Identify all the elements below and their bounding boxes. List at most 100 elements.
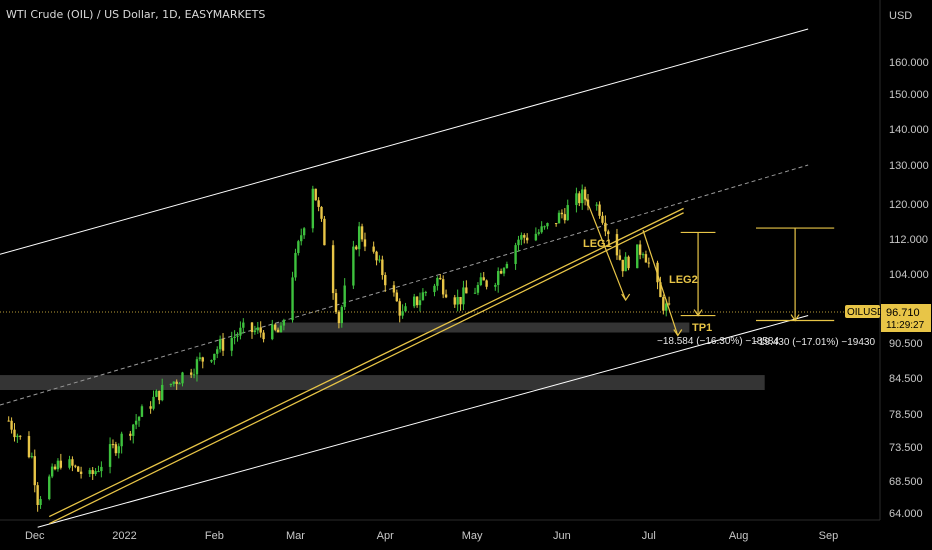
candle	[641, 252, 645, 259]
candle	[340, 305, 343, 328]
candle	[566, 199, 569, 221]
candle	[476, 282, 480, 296]
candle	[381, 255, 384, 280]
candle	[74, 464, 77, 469]
measure2-head	[790, 314, 800, 322]
candle-body	[340, 306, 343, 324]
candle	[27, 431, 31, 459]
price-axis-ticks: 160.000 150.000 140.000 130.000 120.000 112.0…	[889, 57, 929, 520]
candle-body	[375, 251, 378, 261]
candle	[360, 223, 364, 242]
candle	[494, 282, 497, 291]
candle-body	[271, 324, 274, 340]
candle	[88, 467, 91, 478]
candle-body	[53, 466, 57, 470]
candle-body	[563, 214, 567, 221]
price-tick-label: 64.000	[889, 508, 923, 520]
candle-body	[239, 327, 242, 336]
candle-body	[117, 446, 120, 454]
candle-body	[424, 292, 427, 294]
candle-body	[302, 228, 306, 236]
symbol-price-tag[interactable]: OILUSD 96.710 11:29:27	[845, 304, 931, 332]
candle	[439, 273, 442, 280]
candle-body	[363, 239, 367, 247]
candle	[505, 261, 509, 269]
candle-body	[615, 234, 619, 256]
channel-mid-line[interactable]	[0, 164, 809, 406]
candle	[343, 278, 346, 310]
candle	[56, 458, 60, 472]
candle	[331, 240, 335, 300]
candle	[134, 414, 138, 430]
candle	[314, 188, 317, 201]
candle	[210, 359, 213, 364]
candle-body	[433, 285, 436, 293]
candle-body	[297, 241, 300, 253]
candle-body	[213, 353, 216, 361]
price-scale-panel[interactable]	[880, 0, 932, 550]
candle	[595, 202, 598, 211]
candle	[68, 455, 71, 470]
candle-body	[485, 280, 488, 287]
candle-body	[68, 459, 71, 468]
candle	[221, 333, 225, 356]
measure1-head	[693, 309, 703, 317]
candle	[39, 496, 42, 509]
leg2-label: LEG2	[669, 274, 698, 286]
candle	[355, 245, 358, 251]
candle	[172, 381, 175, 387]
candle-body	[155, 390, 158, 397]
candle-body	[575, 193, 578, 206]
support-line[interactable]	[48, 212, 684, 525]
candle-body	[195, 359, 199, 375]
candle	[462, 280, 465, 311]
candle-body	[16, 435, 19, 438]
candle	[178, 382, 181, 385]
candle	[352, 240, 355, 290]
candle-body	[152, 396, 155, 409]
candle	[236, 332, 239, 342]
candle-body	[201, 357, 204, 362]
candle-body	[497, 271, 500, 285]
leg2-arrow-head	[673, 329, 683, 337]
price-tick-label: 160.000	[889, 57, 929, 69]
candle-body	[355, 246, 358, 250]
candle-body	[262, 332, 265, 340]
candle-body	[276, 329, 280, 333]
candle-body	[638, 244, 642, 255]
candle	[404, 302, 407, 312]
candle-body	[502, 268, 506, 274]
candle-body	[581, 189, 584, 204]
candle-body	[462, 287, 465, 305]
candle	[181, 371, 184, 387]
candle	[233, 330, 236, 345]
trend-lines[interactable]	[0, 28, 880, 528]
candle-body	[644, 254, 648, 263]
candle-body	[392, 285, 396, 293]
candle	[607, 229, 610, 242]
support-line[interactable]	[48, 207, 684, 518]
candle	[563, 208, 567, 224]
candle-body	[158, 390, 161, 401]
candle-body	[360, 226, 364, 240]
candle-body	[36, 485, 39, 506]
candle-body	[259, 327, 262, 333]
candle-body	[395, 292, 399, 302]
channel-lower-line[interactable]	[37, 315, 809, 528]
currency-label: USD	[889, 10, 912, 22]
candle-body	[178, 383, 181, 385]
candle-body	[114, 444, 118, 454]
channel-upper-line[interactable]	[0, 28, 809, 255]
candle	[378, 255, 381, 263]
candle	[392, 281, 396, 297]
candle-body	[659, 282, 662, 298]
candle	[53, 464, 57, 471]
price-tag-bg	[881, 304, 931, 332]
candle	[473, 287, 477, 294]
candle	[108, 437, 112, 474]
candle	[132, 423, 135, 444]
candle	[189, 368, 193, 378]
candle	[13, 423, 16, 442]
candle	[111, 439, 115, 449]
